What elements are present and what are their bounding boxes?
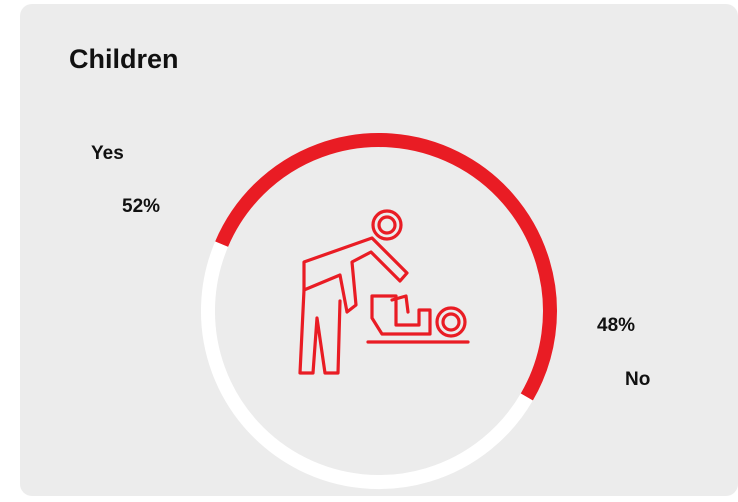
- slice-value-no: 48%: [597, 315, 636, 336]
- donut-slices: [201, 133, 557, 489]
- donut-slice-no: [201, 241, 533, 489]
- chart-card: Children: [20, 4, 738, 496]
- parent-changing-baby-icon: [298, 209, 470, 375]
- chart-title: Children: [69, 44, 179, 74]
- donut-slice-yes: [215, 133, 557, 401]
- slice-label-no: No: [625, 369, 651, 390]
- slice-value-yes: 52%: [122, 196, 161, 217]
- slice-label-yes: Yes: [91, 143, 124, 164]
